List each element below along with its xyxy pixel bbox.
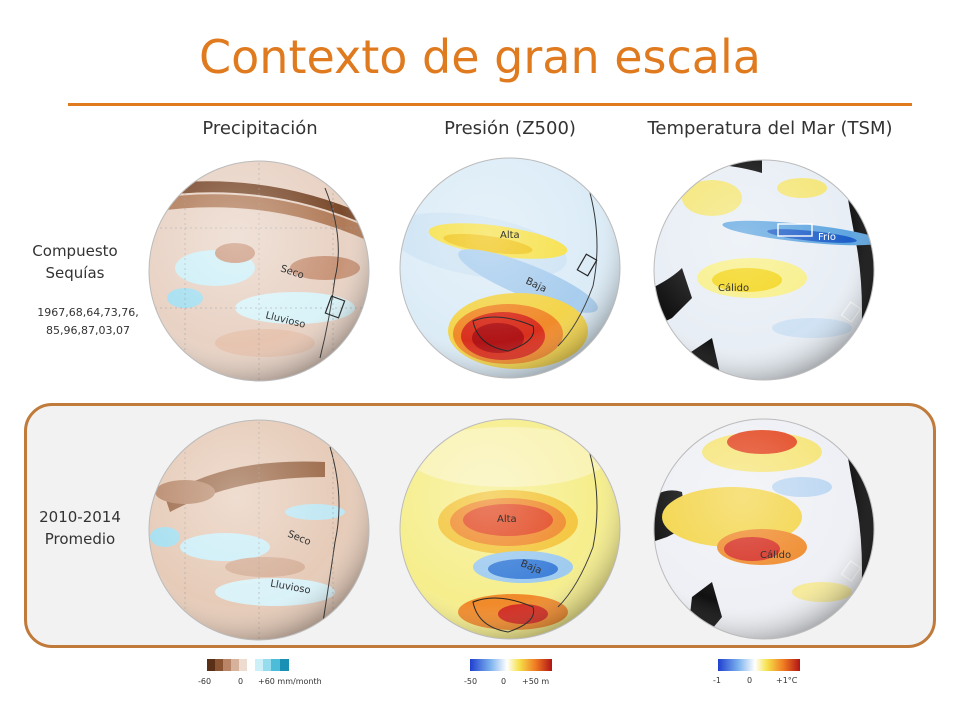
pressure-recent-globe	[399, 418, 621, 640]
sst-colorbar-max: +1°C	[776, 676, 798, 685]
sst-cold-label: Frío	[818, 232, 837, 243]
row-label-composite: Compuesto Sequías	[32, 242, 118, 282]
pressure-high-label: Alta	[500, 230, 520, 241]
sst-colorbar	[718, 659, 800, 671]
column-heading-sst: Temperatura del Mar (TSM)	[647, 118, 893, 139]
sst-warm-label-recent: Cálido	[760, 550, 792, 561]
row-years-composite: 1967,68,64,73,76, 85,96,87,03,07	[37, 306, 139, 337]
column-heading-pressure: Presión (Z500)	[444, 118, 576, 139]
pressure-colorbar-min: -50	[464, 677, 478, 686]
page-title: Contexto de gran escala	[199, 30, 761, 84]
sst-colorbar-min: -1	[713, 676, 721, 685]
precip-colorbar-min: -60	[198, 677, 212, 686]
precipitation-colorbar	[207, 659, 289, 671]
pressure-colorbar-mid: 0	[501, 677, 507, 686]
precipitation-composite-globe	[148, 160, 370, 382]
pressure-colorbar	[470, 659, 552, 671]
pressure-colorbar-max: +50 m	[522, 677, 550, 686]
column-heading-precipitation: Precipitación	[202, 118, 318, 139]
precipitation-recent-globe	[148, 419, 370, 641]
sst-composite-globe	[653, 159, 875, 381]
row-label-recent: 2010-2014 Promedio	[39, 508, 121, 548]
precip-colorbar-mid: 0	[238, 677, 244, 686]
sst-recent-globe	[653, 418, 875, 640]
pressure-high-label-recent: Alta	[497, 514, 517, 525]
sst-colorbar-mid: 0	[747, 676, 753, 685]
precip-colorbar-max: +60 mm/month	[258, 677, 322, 686]
title-underline	[68, 103, 912, 106]
pressure-composite-globe	[399, 157, 621, 379]
sst-warm-label-composite: Cálido	[718, 283, 750, 294]
